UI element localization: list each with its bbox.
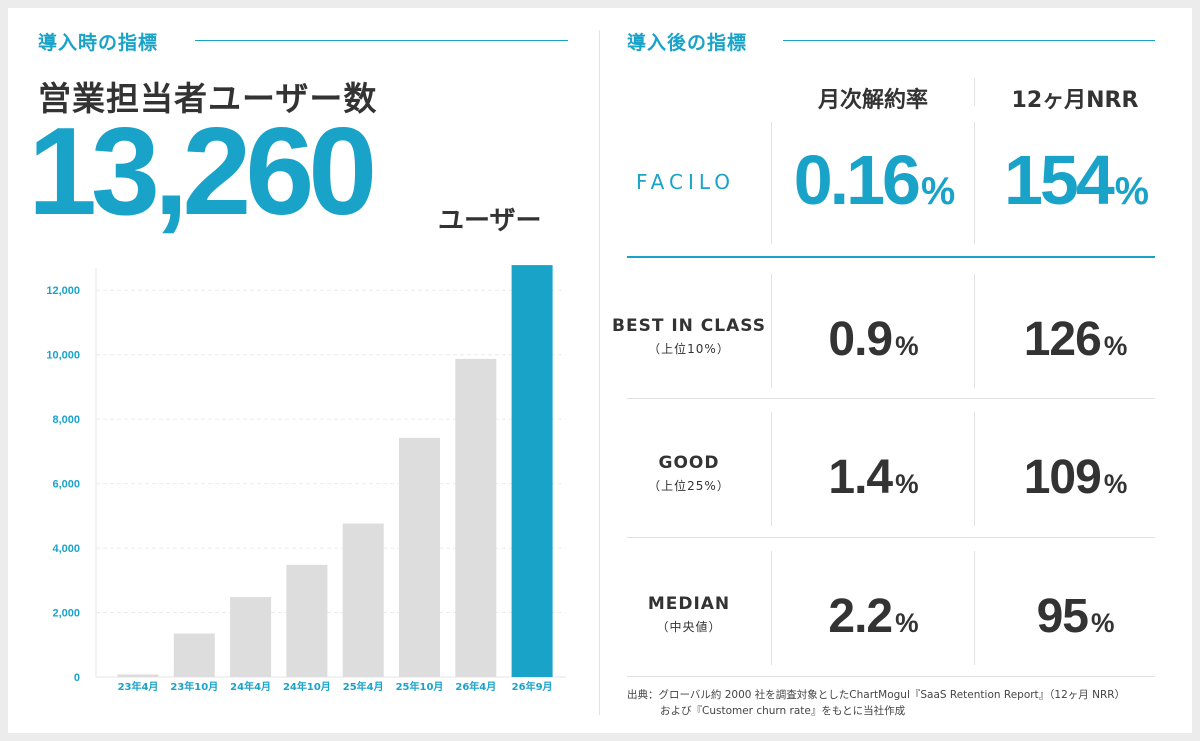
x-tick-label: 23年10月	[170, 680, 218, 693]
left-section-title: 導入時の指標	[38, 32, 159, 54]
x-tick-label: 23年4月	[118, 680, 159, 693]
row-label-best-in-class: BEST IN CLASS （上位10%）	[589, 316, 789, 357]
section-divider	[599, 30, 600, 715]
bar	[342, 523, 384, 677]
good-churn-value: 1.4%	[772, 450, 974, 505]
header-divider	[974, 78, 975, 106]
brand-churn-value: 0.16%	[772, 140, 974, 220]
y-tick-label: 2,000	[52, 608, 80, 620]
x-tick-label: 24年10月	[283, 680, 331, 693]
median-nrr-number: 95	[1036, 590, 1089, 643]
cell-divider	[974, 551, 975, 665]
cell-divider	[974, 122, 975, 244]
right-section-rule	[783, 40, 1155, 41]
percent-sign: %	[1103, 331, 1127, 361]
cell-divider	[974, 412, 975, 526]
row-label-sub: （上位25%）	[648, 479, 730, 493]
brand-row-rule	[627, 256, 1155, 258]
y-tick-label: 8,000	[52, 414, 80, 426]
row-label-main: MEDIAN	[647, 594, 731, 614]
percent-sign: %	[921, 170, 955, 213]
cell-divider	[771, 551, 772, 665]
row-rule	[627, 537, 1155, 538]
row-label-median: MEDIAN （中央値）	[589, 594, 789, 635]
bar	[286, 564, 328, 677]
brand-nrr-value: 154%	[975, 140, 1175, 220]
column-header-nrr: 12ヶ月NRR	[1011, 88, 1139, 113]
bar	[173, 633, 215, 677]
cell-divider	[771, 274, 772, 388]
row-label-sub: （上位10%）	[648, 342, 730, 356]
source-line-1: 出典：グローバル約 2000 社を調査対象としたChartMogul『SaaS …	[627, 689, 1126, 701]
x-tick-label: 25年10月	[396, 680, 444, 693]
row-label-main: BEST IN CLASS	[612, 316, 766, 336]
percent-sign: %	[895, 469, 918, 499]
y-tick-label: 6,000	[52, 479, 80, 491]
x-tick-label: 25年4月	[343, 680, 384, 693]
best-churn-number: 0.9	[828, 313, 893, 366]
row-label-sub: （中央値）	[656, 620, 722, 634]
bar	[455, 358, 497, 677]
source-note: 出典：グローバル約 2000 社を調査対象としたChartMogul『SaaS …	[627, 687, 1125, 720]
y-tick-label: 4,000	[52, 543, 80, 555]
bar	[399, 437, 440, 677]
cell-divider	[771, 122, 772, 244]
brand-nrr-number: 154	[1003, 141, 1115, 219]
brand-churn-number: 0.16	[793, 141, 921, 219]
x-tick-label: 24年4月	[230, 680, 271, 693]
row-label-main: GOOD	[658, 453, 720, 473]
good-nrr-value: 109%	[975, 450, 1175, 505]
percent-sign: %	[1114, 170, 1149, 213]
percent-sign: %	[1103, 469, 1127, 499]
infographic-card	[8, 8, 1192, 733]
row-rule	[627, 398, 1155, 399]
big-number-unit: ユーザー	[438, 206, 542, 236]
good-churn-number: 1.4	[828, 451, 893, 504]
bar	[117, 674, 159, 677]
cell-divider	[771, 412, 772, 526]
median-churn-number: 2.2	[828, 590, 893, 643]
x-tick-label: 26年9月	[512, 680, 553, 693]
percent-sign: %	[895, 331, 918, 361]
best-nrr-value: 126%	[975, 312, 1175, 367]
median-churn-value: 2.2%	[772, 589, 974, 644]
right-section-title: 導入後の指標	[627, 32, 748, 54]
left-section-rule	[195, 40, 568, 41]
good-nrr-number: 109	[1023, 451, 1102, 504]
best-churn-value: 0.9%	[772, 312, 974, 367]
big-number: 13,260	[28, 103, 377, 241]
source-line-2: および『Customer churn rate』をもとに当社作成	[660, 705, 906, 718]
bar	[230, 597, 272, 677]
y-tick-label: 0	[74, 672, 80, 684]
bar	[511, 265, 553, 677]
row-label-good: GOOD （上位25%）	[589, 453, 789, 494]
best-nrr-number: 126	[1023, 313, 1102, 366]
median-nrr-value: 95%	[975, 589, 1175, 644]
cell-divider	[974, 274, 975, 388]
brand-logo: FACILO	[636, 170, 736, 194]
metric-title: 営業担当者ユーザー数	[38, 79, 378, 118]
column-header-churn: 月次解約率	[817, 88, 928, 113]
y-tick-label: 12,000	[46, 285, 80, 297]
y-tick-label: 10,000	[46, 350, 80, 362]
percent-sign: %	[1090, 608, 1114, 638]
row-rule	[627, 676, 1155, 677]
percent-sign: %	[895, 608, 918, 638]
x-tick-label: 26年4月	[455, 680, 496, 693]
